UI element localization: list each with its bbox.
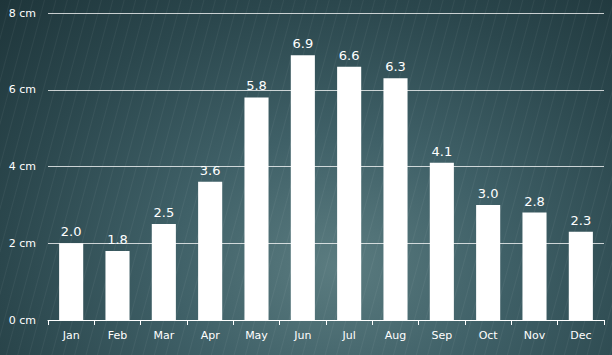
svg-text:4.1: 4.1 [431,144,452,159]
svg-text:2 cm: 2 cm [9,237,36,250]
svg-text:0 cm: 0 cm [9,314,36,327]
svg-text:2.3: 2.3 [570,213,591,228]
svg-text:2.8: 2.8 [524,194,545,209]
svg-text:Nov: Nov [524,329,546,342]
svg-text:3.6: 3.6 [200,163,221,178]
svg-text:Dec: Dec [570,329,591,342]
svg-text:May: May [245,329,268,342]
svg-text:2.5: 2.5 [153,205,174,220]
svg-text:2.0: 2.0 [61,224,82,239]
svg-text:Oct: Oct [479,329,499,342]
svg-text:Mar: Mar [153,329,174,342]
svg-text:4 cm: 4 cm [9,160,36,173]
svg-text:6.3: 6.3 [385,59,406,74]
svg-text:Feb: Feb [108,329,127,342]
svg-text:Jun: Jun [293,329,311,342]
svg-text:Jul: Jul [342,329,356,342]
svg-text:6.9: 6.9 [292,36,313,51]
svg-text:5.8: 5.8 [246,78,267,93]
svg-text:3.0: 3.0 [478,186,499,201]
svg-text:Jan: Jan [62,329,80,342]
svg-text:8 cm: 8 cm [9,7,36,20]
svg-text:1.8: 1.8 [107,232,128,247]
svg-text:6 cm: 6 cm [9,83,36,96]
svg-text:Apr: Apr [201,329,221,342]
svg-text:Aug: Aug [385,329,406,342]
svg-text:Sep: Sep [431,329,452,342]
svg-text:6.6: 6.6 [339,48,360,63]
